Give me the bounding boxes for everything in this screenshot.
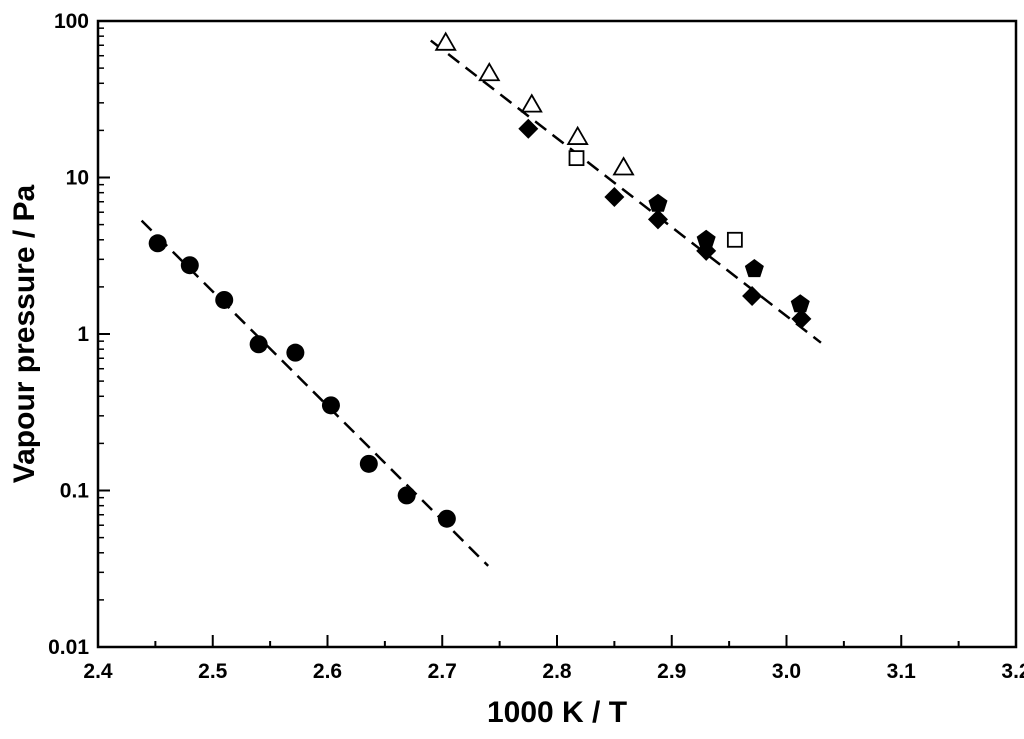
circle-marker (180, 256, 199, 275)
y-axis-title: Vapour pressure / Pa (8, 184, 41, 483)
pentagon-marker (696, 229, 716, 248)
circle-marker (215, 290, 234, 309)
x-tick-label: 3.2 (1001, 660, 1024, 683)
x-tick-label: 3.0 (772, 660, 801, 683)
y-tick-label: 10 (66, 167, 89, 190)
triangle-marker (434, 31, 457, 51)
square-marker (726, 231, 743, 248)
y-tick-label: 0.01 (48, 636, 89, 659)
circle-marker (249, 335, 268, 354)
triangle-marker (478, 61, 501, 82)
diamond-marker (647, 209, 668, 230)
diamond-marker (518, 118, 539, 139)
diamond-marker (604, 187, 625, 208)
fit-lines (140, 39, 822, 567)
plot-frame (96, 19, 1018, 649)
x-tick-label: 2.6 (313, 660, 342, 683)
diamond-marker (791, 308, 812, 329)
circle-marker (148, 234, 167, 253)
y-tick-label: 100 (54, 10, 89, 33)
x-tick-label: 3.1 (887, 660, 917, 683)
x-tick-label: 2.5 (198, 660, 228, 683)
triangle-marker (566, 125, 589, 145)
y-tick-label: 0.1 (60, 480, 90, 503)
fit-line (140, 219, 490, 567)
x-tick-label: 2.7 (428, 660, 457, 683)
pentagon-marker (790, 294, 810, 313)
x-axis: 2.4 2.5 2.6 2.7 2.8 2.9 3.0 3.1 3.2 (83, 635, 1024, 683)
y-axis: 0.01 0.1 1 10 100 (48, 10, 110, 659)
fit-line (430, 39, 822, 344)
diamond-marker (742, 285, 763, 306)
x-tick-label: 2.9 (657, 660, 686, 683)
data-markers (148, 31, 812, 528)
circle-marker (286, 343, 305, 362)
pentagon-marker (648, 193, 668, 212)
x-tick-label: 2.8 (542, 660, 572, 683)
triangle-marker (520, 93, 543, 113)
y-tick-label: 1 (77, 323, 89, 346)
circle-marker (397, 486, 416, 505)
x-axis-title: 1000 K / T (487, 696, 627, 729)
circle-marker (437, 509, 456, 528)
square-marker (568, 150, 585, 167)
x-tick-label: 2.4 (83, 660, 113, 683)
pentagon-marker (744, 259, 764, 278)
circle-marker (359, 454, 378, 473)
circle-marker (321, 396, 340, 415)
triangle-marker (612, 156, 635, 176)
